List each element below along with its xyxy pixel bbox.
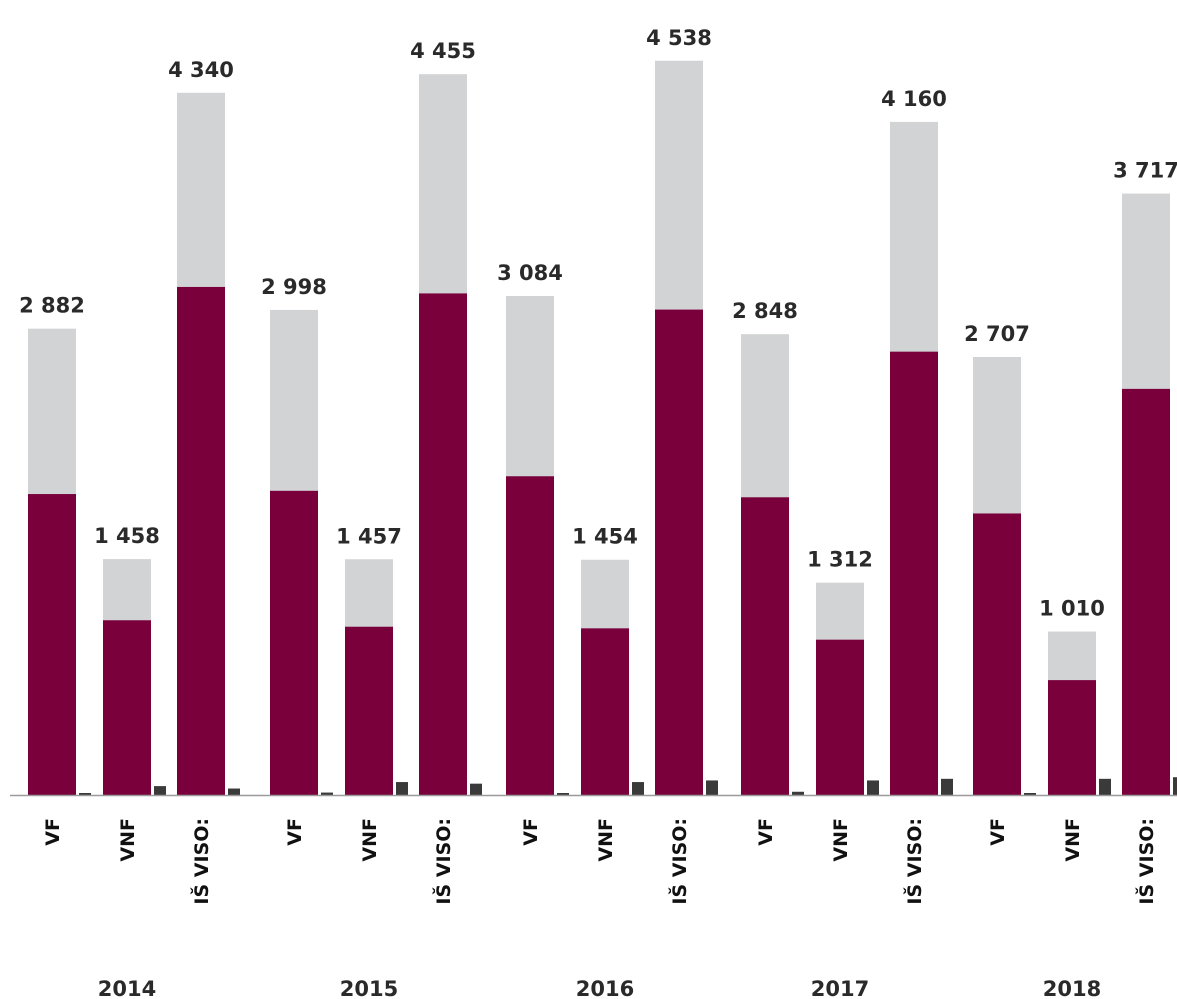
bar-2017-vnf-minor — [867, 780, 879, 795]
labels-layer: 2 882 VF 1 458 VNF 4 340 IŠ VISO: 2014 2 998 VF 1… — [19, 26, 1177, 999]
value-label-2015-vf: 2 998 — [261, 275, 327, 299]
bar-2015-vf-minor — [321, 792, 333, 795]
group-label-2017: 2017 — [811, 977, 869, 999]
bar-2018-i-viso-minor — [1173, 777, 1177, 795]
category-label-2014-i-viso: IŠ VISO: — [189, 818, 213, 905]
bar-2016-vf-primary — [506, 476, 554, 795]
bar-2017-i-viso-primary — [890, 351, 938, 795]
bar-2018-vnf-primary — [1048, 680, 1096, 795]
value-label-2015-i-viso: 4 455 — [410, 39, 476, 63]
value-label-2018-vf: 2 707 — [964, 322, 1030, 346]
bar-2014-vnf-primary — [103, 620, 151, 795]
bar-2015-i-viso-primary — [419, 293, 467, 795]
bar-2014-vf-primary — [28, 494, 76, 795]
bar-2015-vnf-minor — [396, 782, 408, 795]
bar-2015-i-viso-minor — [470, 783, 482, 795]
category-label-2018-vf: VF — [987, 818, 1009, 846]
value-label-2017-vf: 2 848 — [732, 299, 798, 323]
bar-2018-i-viso-primary — [1122, 388, 1170, 795]
value-label-2018-vnf: 1 010 — [1039, 597, 1105, 621]
value-label-2015-vnf: 1 457 — [336, 524, 402, 548]
bar-2017-vnf-primary — [816, 639, 864, 795]
category-label-2017-i-viso: IŠ VISO: — [902, 818, 926, 905]
bar-2016-i-viso-minor — [706, 780, 718, 795]
bars-layer — [28, 60, 1177, 796]
category-label-2015-vnf: VNF — [359, 818, 381, 862]
category-label-2014-vf: VF — [42, 818, 64, 846]
bar-2018-vf-primary — [973, 513, 1021, 795]
category-label-2014-vnf: VNF — [117, 818, 139, 862]
category-label-2018-i-viso: IŠ VISO: — [1134, 818, 1158, 905]
bar-2016-i-viso-primary — [655, 309, 703, 795]
bar-2015-vf-primary — [270, 490, 318, 795]
category-label-2018-vnf: VNF — [1062, 818, 1084, 862]
bar-2014-vf-minor — [79, 793, 91, 795]
category-label-2016-vnf: VNF — [595, 818, 617, 862]
category-label-2016-vf: VF — [520, 818, 542, 846]
category-label-2017-vnf: VNF — [830, 818, 852, 862]
value-label-2016-i-viso: 4 538 — [646, 26, 712, 50]
group-label-2014: 2014 — [98, 977, 156, 999]
bar-2017-i-viso-minor — [941, 778, 953, 795]
bar-2016-vnf-primary — [581, 628, 629, 795]
bar-2014-i-viso-primary — [177, 286, 225, 795]
group-label-2015: 2015 — [340, 977, 398, 999]
value-label-2016-vf: 3 084 — [497, 261, 563, 285]
value-label-2017-i-viso: 4 160 — [881, 87, 947, 111]
bar-2014-i-viso-minor — [228, 788, 240, 795]
group-label-2016: 2016 — [576, 977, 634, 999]
value-label-2018-i-viso: 3 717 — [1113, 159, 1177, 183]
bar-2017-vf-minor — [792, 791, 804, 795]
bar-2018-vnf-minor — [1099, 778, 1111, 795]
group-label-2018: 2018 — [1043, 977, 1101, 999]
category-label-2015-i-viso: IŠ VISO: — [431, 818, 455, 905]
category-label-2016-i-viso: IŠ VISO: — [667, 818, 691, 905]
bar-2015-vnf-primary — [345, 626, 393, 795]
value-label-2014-i-viso: 4 340 — [168, 58, 234, 82]
bar-2018-vf-minor — [1024, 793, 1036, 795]
category-label-2015-vf: VF — [284, 818, 306, 846]
value-label-2016-vnf: 1 454 — [572, 525, 638, 549]
value-label-2014-vf: 2 882 — [19, 294, 85, 318]
value-label-2014-vnf: 1 458 — [94, 524, 160, 548]
bar-2016-vnf-minor — [632, 782, 644, 795]
category-label-2017-vf: VF — [755, 818, 777, 846]
bar-2017-vf-primary — [741, 497, 789, 795]
bar-2016-vf-minor — [557, 793, 569, 795]
value-label-2017-vnf: 1 312 — [807, 548, 873, 572]
bar-2014-vnf-minor — [154, 786, 166, 795]
